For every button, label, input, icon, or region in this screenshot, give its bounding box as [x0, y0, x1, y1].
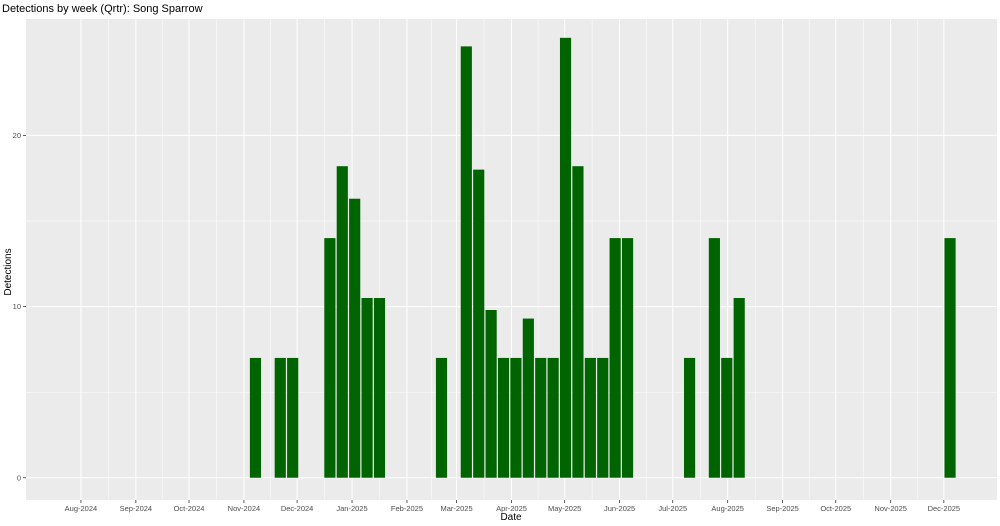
- bar: [522, 318, 534, 478]
- x-tick-label: Oct-2025: [820, 504, 851, 513]
- x-tick-label: Jun-2025: [604, 504, 635, 513]
- bar: [473, 169, 485, 478]
- y-axis: 0 10 20: [13, 131, 26, 482]
- x-tick-label: Dec-2025: [928, 504, 961, 513]
- x-tick-label: Feb-2025: [391, 504, 423, 513]
- x-tick-label: May-2025: [548, 504, 581, 513]
- bar: [535, 357, 547, 478]
- bars: [249, 37, 956, 478]
- x-tick-label: Dec-2024: [281, 504, 314, 513]
- bar: [572, 166, 584, 478]
- bar: [497, 357, 510, 478]
- bar: [547, 357, 559, 478]
- bar: [336, 166, 348, 478]
- bar: [597, 357, 609, 478]
- bar: [249, 357, 262, 478]
- x-tick-label: Oct-2024: [174, 504, 205, 513]
- x-axis: Aug-2024 Sep-2024 Oct-2024 Nov-2024 Dec-2024…: [65, 500, 960, 513]
- bar: [510, 357, 522, 478]
- bar: [944, 238, 956, 478]
- bar: [609, 238, 621, 478]
- y-tick-label: 0: [17, 473, 21, 482]
- bar: [584, 357, 596, 478]
- x-tick-label: Jan-2025: [336, 504, 367, 513]
- x-tick-label: Apr-2025: [496, 504, 527, 513]
- x-tick-label: Nov-2024: [228, 504, 261, 513]
- bar: [460, 46, 472, 478]
- bar: [485, 310, 497, 478]
- x-tick-label: Aug-2024: [65, 504, 98, 513]
- bar: [349, 198, 361, 478]
- y-tick-label: 10: [13, 302, 21, 311]
- x-tick-label: Mar-2025: [441, 504, 473, 513]
- x-tick-label: Sep-2025: [766, 504, 799, 513]
- bar: [559, 37, 572, 478]
- bar: [721, 357, 733, 478]
- bar: [287, 357, 299, 478]
- x-tick-label: Aug-2025: [711, 504, 744, 513]
- bar: [361, 298, 373, 478]
- bar: [373, 298, 386, 478]
- bar: [435, 357, 448, 478]
- chart-title: Detections by week (Qrtr): Song Sparrow: [2, 3, 203, 15]
- bar: [733, 298, 745, 478]
- bar: [683, 357, 696, 478]
- y-axis-title: Detections: [3, 248, 14, 295]
- x-tick-label: Sep-2024: [120, 504, 153, 513]
- bar: [324, 238, 336, 478]
- bar: [274, 357, 286, 478]
- bar: [621, 238, 634, 478]
- x-tick-label: Jul-2025: [658, 504, 687, 513]
- bar: [708, 238, 720, 478]
- y-tick-label: 20: [13, 131, 21, 140]
- x-axis-title: Date: [500, 512, 522, 523]
- x-tick-label: Nov-2025: [874, 504, 907, 513]
